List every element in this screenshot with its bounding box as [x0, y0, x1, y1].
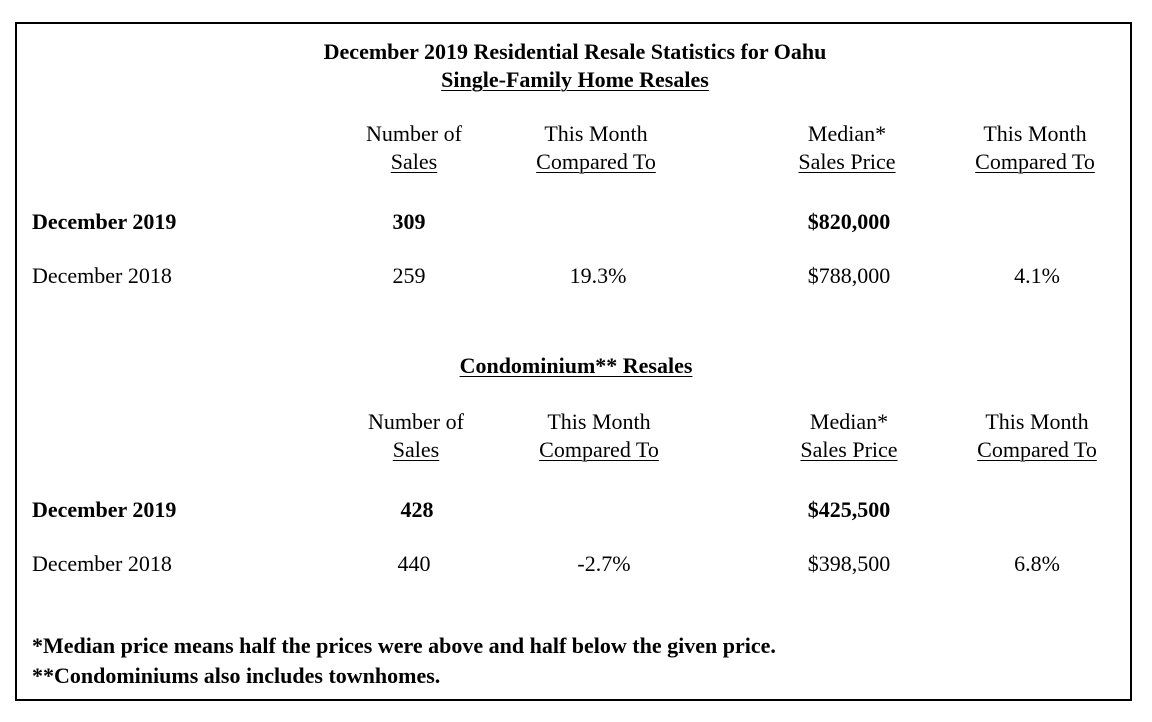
row-label: December 2018	[32, 263, 172, 288]
column-header-number-of-sales: Number of Sales	[368, 409, 464, 462]
median-price: $820,000	[807, 209, 891, 234]
number-of-sales: 259	[392, 263, 426, 288]
section-heading-condominium: Condominium** Resales	[459, 353, 693, 378]
number-of-sales: 440	[397, 551, 431, 576]
column-header-median-price: Median* Sales Price	[800, 409, 898, 462]
row-label: December 2019	[32, 209, 177, 234]
median-price: $425,500	[807, 497, 891, 522]
footnote-condominium: **Condominiums also includes townhomes.	[32, 663, 441, 688]
median-price: $398,500	[807, 551, 891, 576]
number-of-sales: 428	[400, 497, 434, 522]
section-heading-single-family: Single-Family Home Resales	[441, 67, 709, 92]
document-title: December 2019 Residential Resale Statist…	[323, 39, 827, 64]
sales-change: -2.7%	[577, 551, 631, 576]
column-header-number-of-sales: Number of Sales	[366, 121, 462, 174]
column-header-median-price: Median* Sales Price	[798, 121, 896, 174]
number-of-sales: 309	[392, 209, 426, 234]
column-header-sales-compared: This Month Compared To	[536, 121, 656, 174]
column-header-price-compared: This Month Compared To	[977, 409, 1097, 462]
footnote-median: *Median price means half the prices were…	[32, 633, 776, 658]
median-price: $788,000	[807, 263, 891, 288]
column-header-sales-compared: This Month Compared To	[539, 409, 659, 462]
median-change: 4.1%	[1014, 263, 1060, 288]
row-label: December 2018	[32, 551, 172, 576]
row-label: December 2019	[32, 497, 177, 522]
column-header-price-compared: This Month Compared To	[975, 121, 1095, 174]
document-frame	[15, 22, 1132, 701]
sales-change: 19.3%	[569, 263, 627, 288]
median-change: 6.8%	[1014, 551, 1060, 576]
